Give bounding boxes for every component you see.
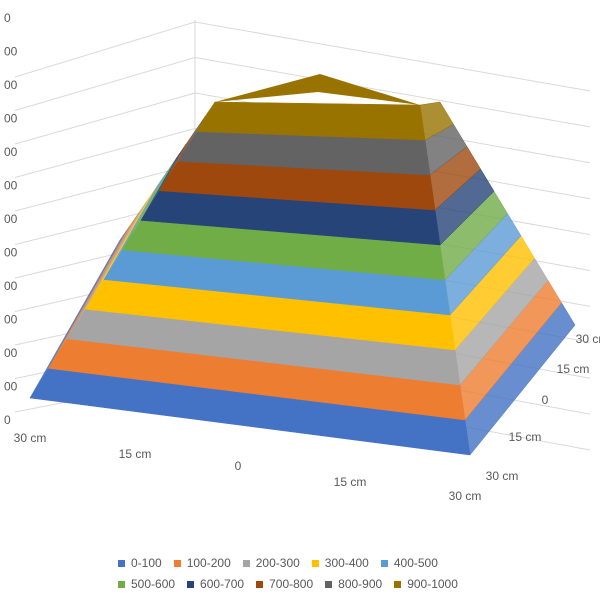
z-tick-label: 00 [4, 346, 18, 360]
gridline [14, 57, 196, 111]
legend-item: 400-500 [380, 556, 438, 570]
z-tick-label: 0 [4, 413, 11, 427]
legend-swatch [187, 580, 195, 588]
legend-swatch [118, 559, 125, 567]
legend-item: 900-1000 [394, 577, 458, 591]
depth-tick-label: 30 cm [576, 332, 600, 346]
legend-item: 200-300 [242, 556, 300, 570]
legend-item: 700-800 [256, 577, 313, 591]
depth-tick-label: 15 cm [557, 362, 590, 376]
z-tick-label: 00 [4, 246, 18, 260]
legend-item: 500-600 [118, 577, 175, 591]
z-tick-label: 00 [4, 145, 18, 159]
legend-swatch [380, 559, 388, 567]
legend-swatch [242, 559, 250, 567]
depth-tick-label: 0 [542, 393, 549, 407]
legend-row: 0-100 100-200 200-300 300-400 400-500 [118, 556, 538, 570]
x-tick-label: 0 [235, 459, 242, 473]
z-tick-label: 00 [4, 380, 18, 394]
x-tick-label: 30 cm [449, 489, 482, 503]
legend-item: 100-200 [173, 556, 231, 570]
right-face-band-900-1000 [419, 101, 454, 141]
z-tick-label: 00 [4, 179, 18, 193]
legend-swatch [394, 580, 402, 588]
legend-item: 800-900 [325, 577, 382, 591]
z-tick-label: 00 [4, 212, 18, 226]
x-tick-label: 15 cm [334, 475, 367, 489]
legend-label: 600-700 [200, 577, 245, 591]
gridline [194, 57, 591, 128]
peak-cap [215, 74, 420, 105]
legend-item: 600-700 [187, 577, 244, 591]
legend-swatch [256, 580, 264, 588]
legend-label: 300-400 [324, 556, 369, 570]
z-tick-label: 00 [4, 313, 18, 327]
x-tick-label: 15 cm [119, 447, 152, 461]
depth-tick-label: 30 cm [486, 469, 519, 483]
z-tick-label: 00 [4, 45, 18, 59]
legend-label: 200-300 [255, 556, 300, 570]
legend-swatch [173, 559, 181, 567]
gridline [14, 128, 196, 178]
gridline [14, 21, 196, 78]
legend-label: 100-200 [186, 556, 231, 570]
legend-label: 0-100 [131, 556, 162, 570]
z-tick-label: 00 [4, 112, 18, 126]
legend-label: 700-800 [269, 577, 314, 591]
legend-label: 900-1000 [407, 577, 458, 591]
legend-label: 400-500 [393, 556, 438, 570]
legend-row: 500-600 600-700 700-800 800-900 900-1000 [118, 577, 538, 591]
legend-label: 800-900 [338, 577, 383, 591]
gridline [14, 92, 196, 145]
depth-axis-labels: 30 cm 15 cm 0 15 cm 30 cm [486, 332, 600, 483]
legend-item: 300-400 [311, 556, 369, 570]
gridline [14, 163, 196, 212]
horizontal-axis-labels: 30 cm 15 cm 0 15 cm 30 cm [14, 431, 482, 503]
legend-swatch [311, 559, 319, 567]
x-tick-label: 30 cm [14, 431, 47, 445]
surface-plot [29, 74, 576, 456]
legend: 0-100 100-200 200-300 300-400 400-500 500-60… [118, 556, 538, 598]
legend-item: 0-100 [118, 556, 162, 570]
depth-tick-label: 15 cm [509, 430, 542, 444]
legend-label: 500-600 [131, 577, 176, 591]
legend-swatch [325, 580, 333, 588]
z-tick-label: 00 [4, 78, 18, 92]
z-tick-label: 0 [4, 11, 11, 25]
legend-swatch [118, 580, 125, 588]
gridline [194, 21, 591, 92]
z-tick-label: 00 [4, 279, 18, 293]
